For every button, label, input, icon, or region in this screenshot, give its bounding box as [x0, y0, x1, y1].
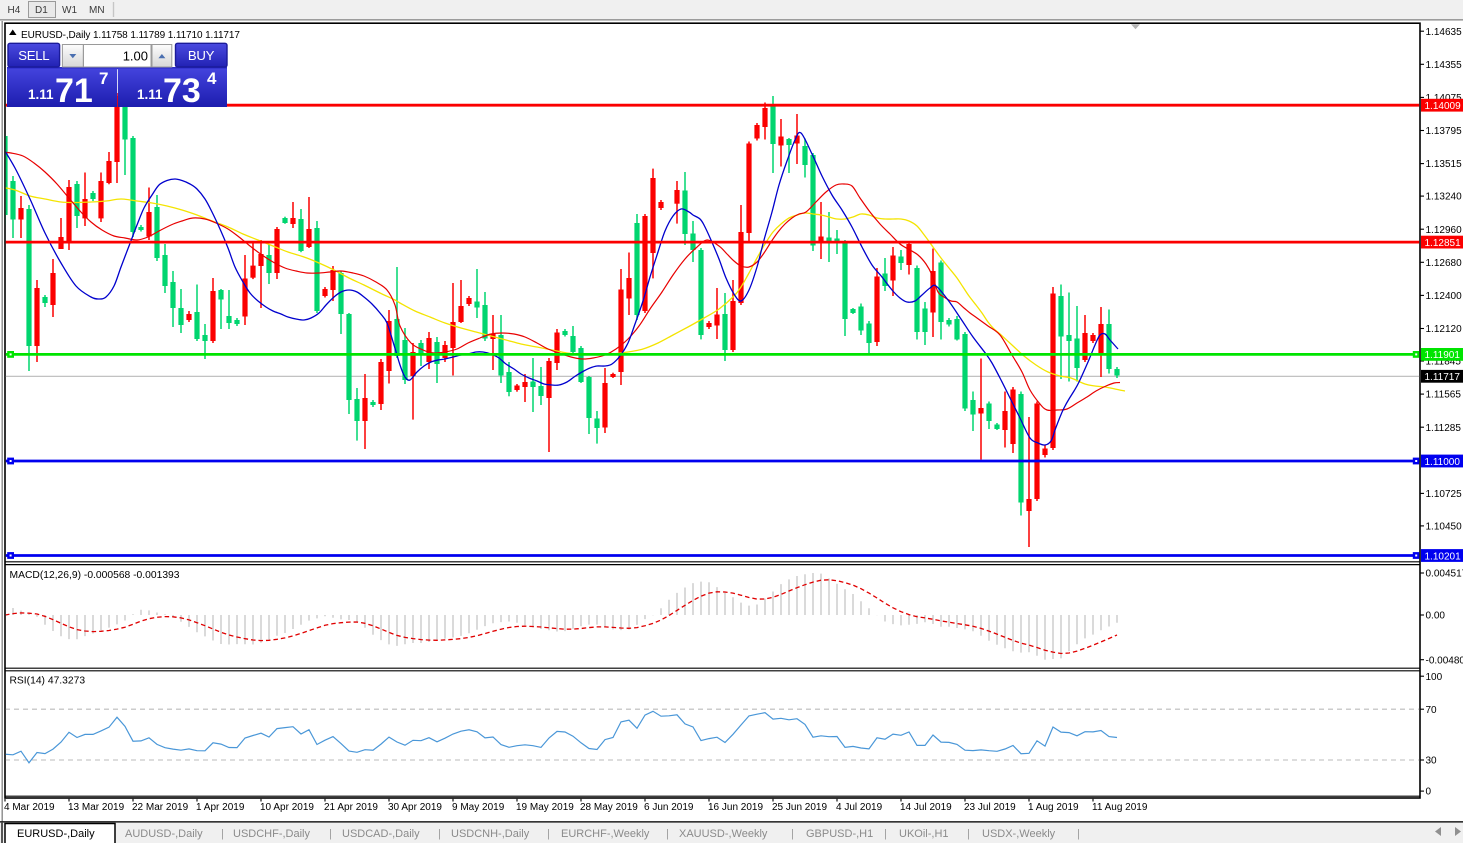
svg-text:1.11901: 1.11901 [1425, 350, 1461, 361]
svg-text:10 Apr 2019: 10 Apr 2019 [260, 802, 314, 813]
svg-text:1.13795: 1.13795 [1426, 126, 1463, 137]
svg-text:1.11845: 1.11845 [1426, 357, 1462, 368]
svg-text:BUY: BUY [188, 48, 215, 63]
svg-text:RSI(14) 47.3273: RSI(14) 47.3273 [10, 676, 86, 687]
svg-text:|: | [221, 828, 224, 840]
svg-text:MACD(12,26,9) -0.000568 -0.001: MACD(12,26,9) -0.000568 -0.001393 [10, 570, 180, 581]
svg-text:MN: MN [89, 5, 105, 16]
svg-text:1.11000: 1.11000 [1425, 457, 1461, 468]
svg-text:1.11565: 1.11565 [1426, 390, 1462, 401]
svg-text:W1: W1 [62, 5, 77, 16]
svg-text:1.12680: 1.12680 [1426, 258, 1463, 269]
svg-text:22 Mar 2019: 22 Mar 2019 [132, 802, 189, 813]
svg-text:USDX-,Weekly: USDX-,Weekly [982, 828, 1056, 840]
svg-text:1.11285: 1.11285 [1426, 423, 1462, 434]
svg-text:23 Jul 2019: 23 Jul 2019 [964, 802, 1016, 813]
svg-text:|: | [329, 828, 332, 840]
svg-text:25 Jun 2019: 25 Jun 2019 [772, 802, 827, 813]
svg-text:1.14009: 1.14009 [1425, 101, 1462, 112]
svg-text:6 Jun 2019: 6 Jun 2019 [644, 802, 694, 813]
svg-text:1 Apr 2019: 1 Apr 2019 [196, 802, 245, 813]
svg-text:1.12120: 1.12120 [1426, 324, 1463, 335]
svg-text:100: 100 [1426, 672, 1443, 683]
svg-text:4 Jul 2019: 4 Jul 2019 [836, 802, 883, 813]
svg-text:11 Aug 2019: 11 Aug 2019 [1092, 802, 1148, 813]
svg-text:-0.004806: -0.004806 [1426, 655, 1463, 666]
svg-text:|: | [791, 828, 794, 840]
svg-text:13 Mar 2019: 13 Mar 2019 [68, 802, 125, 813]
svg-text:4 Mar 2019: 4 Mar 2019 [4, 802, 55, 813]
svg-text:D1: D1 [35, 5, 48, 16]
svg-text:19 May 2019: 19 May 2019 [516, 802, 574, 813]
svg-text:1.13515: 1.13515 [1426, 159, 1463, 170]
svg-text:UKOil-,H1: UKOil-,H1 [899, 828, 949, 840]
svg-text:0: 0 [1426, 787, 1432, 798]
svg-text:14 Jul 2019: 14 Jul 2019 [900, 802, 952, 813]
svg-text:1.00: 1.00 [123, 48, 148, 63]
svg-text:70: 70 [1426, 705, 1438, 716]
svg-text:USDCNH-,Daily: USDCNH-,Daily [451, 828, 530, 840]
svg-text:28 May 2019: 28 May 2019 [580, 802, 638, 813]
svg-text:1.14075: 1.14075 [1426, 93, 1463, 104]
svg-text:|: | [967, 828, 970, 840]
svg-text:1.10201: 1.10201 [1425, 551, 1462, 562]
svg-text:7: 7 [99, 69, 108, 88]
svg-text:9 May 2019: 9 May 2019 [452, 802, 505, 813]
svg-text:0.004517: 0.004517 [1426, 569, 1463, 580]
svg-text:16 Jun 2019: 16 Jun 2019 [708, 802, 763, 813]
svg-text:1.10450: 1.10450 [1426, 522, 1463, 533]
svg-text:1 Aug 2019: 1 Aug 2019 [1028, 802, 1079, 813]
svg-text:1.12851: 1.12851 [1425, 238, 1462, 249]
svg-text:|: | [884, 828, 887, 840]
svg-text:EURUSD-,Daily 1.11758 1.11789: EURUSD-,Daily 1.11758 1.11789 1.11710 1.… [21, 30, 240, 41]
svg-text:|: | [666, 828, 669, 840]
svg-text:XAUUSD-,Weekly: XAUUSD-,Weekly [679, 828, 768, 840]
svg-text:AUDUSD-,Daily: AUDUSD-,Daily [125, 828, 203, 840]
svg-text:1.14635: 1.14635 [1426, 27, 1463, 38]
svg-text:H4: H4 [8, 5, 21, 16]
svg-text:1.11: 1.11 [28, 87, 54, 102]
svg-text:30 Apr 2019: 30 Apr 2019 [388, 802, 442, 813]
svg-text:4: 4 [207, 69, 217, 88]
svg-text:1.12400: 1.12400 [1426, 291, 1463, 302]
svg-text:EURUSD-,Daily: EURUSD-,Daily [17, 828, 95, 840]
svg-text:USDCHF-,Daily: USDCHF-,Daily [233, 828, 311, 840]
svg-text:1.11717: 1.11717 [1425, 372, 1461, 383]
svg-text:SELL: SELL [18, 48, 49, 63]
svg-text:|: | [438, 828, 441, 840]
svg-text:1.11: 1.11 [137, 87, 163, 102]
svg-text:73: 73 [163, 72, 201, 110]
svg-text:EURCHF-,Weekly: EURCHF-,Weekly [561, 828, 650, 840]
svg-text:1.14355: 1.14355 [1426, 60, 1463, 71]
svg-text:1.10725: 1.10725 [1426, 489, 1463, 500]
svg-text:|: | [1077, 828, 1080, 840]
svg-text:21 Apr 2019: 21 Apr 2019 [324, 802, 378, 813]
svg-text:|: | [547, 828, 550, 840]
svg-text:30: 30 [1426, 756, 1438, 767]
svg-text:1.13240: 1.13240 [1426, 192, 1463, 203]
svg-text:0.00: 0.00 [1426, 611, 1446, 622]
svg-text:1.12960: 1.12960 [1426, 225, 1463, 236]
svg-text:GBPUSD-,H1: GBPUSD-,H1 [806, 828, 873, 840]
svg-text:USDCAD-,Daily: USDCAD-,Daily [342, 828, 420, 840]
svg-text:71: 71 [55, 72, 93, 110]
